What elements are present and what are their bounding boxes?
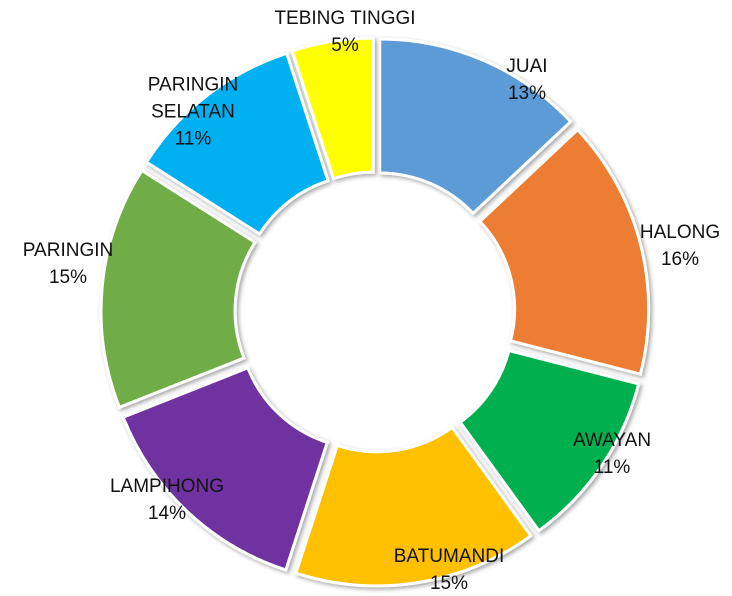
slice-label: TEBING TINGGI 5% [255, 5, 435, 59]
value-label: 11% [593, 457, 631, 478]
category-label: BATUMANDI [393, 546, 505, 567]
slice-label: BATUMANDI 15% [374, 543, 524, 596]
donut-slice [121, 365, 330, 572]
donut-slice [144, 51, 330, 237]
donut-slice [290, 36, 375, 181]
donut-slice [378, 37, 573, 216]
category-label: PARINGIN SELATAN [147, 74, 239, 123]
slice-label: AWAYAN 11% [552, 427, 672, 481]
value-label: 15% [429, 573, 469, 594]
value-label: 11% [174, 128, 212, 150]
value-label: 16% [660, 249, 700, 270]
slice-label: PARINGIN SELATAN 11% [133, 72, 253, 153]
donut-slice [99, 168, 258, 410]
value-label: 13% [507, 83, 547, 104]
donut-slice [477, 127, 651, 376]
category-label: HALONG [639, 222, 721, 243]
category-label: PARINGIN [22, 240, 114, 261]
donut-slice [458, 348, 641, 533]
category-label: JUAI [506, 56, 548, 77]
category-label: AWAYAN [572, 430, 652, 451]
slice-label: PARINGIN 15% [8, 237, 128, 291]
slice-label: JUAI 13% [487, 53, 567, 107]
donut-slice [294, 425, 533, 588]
value-label: 5% [331, 35, 359, 56]
value-label: 15% [48, 267, 88, 288]
category-label: LAMPIHONG [109, 476, 225, 497]
slice-label: HALONG 16% [625, 219, 732, 273]
slice-label: LAMPIHONG 14% [92, 473, 242, 527]
value-label: 14% [147, 503, 187, 524]
category-label: TEBING TINGGI [274, 8, 416, 29]
